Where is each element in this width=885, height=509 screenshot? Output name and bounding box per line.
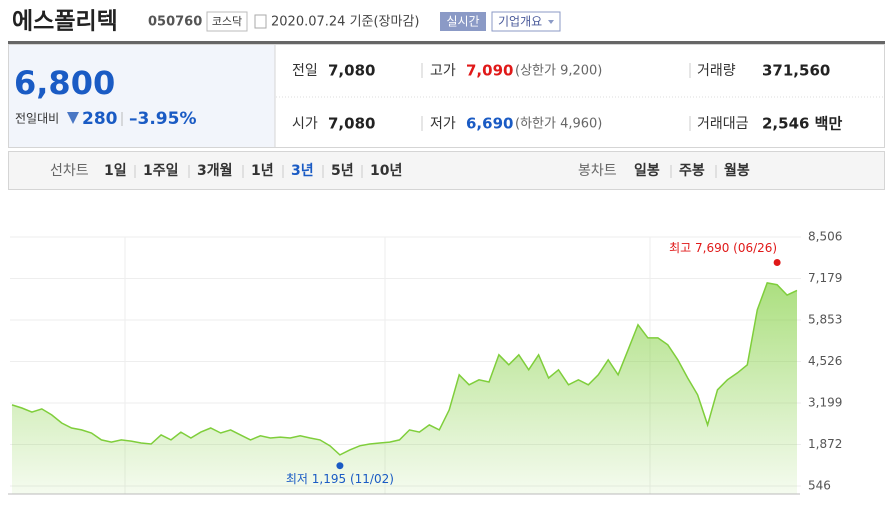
quote-label: 전일 — [292, 63, 318, 79]
tab-group-label: 봉차트 — [578, 163, 617, 179]
down-icon — [67, 112, 79, 124]
quote-label: 고가 — [430, 63, 456, 79]
y-tick-label: 1,872 — [808, 437, 842, 451]
date-icon — [254, 14, 267, 29]
quote-note: (상한가 9,200) — [515, 64, 602, 79]
period-tab[interactable]: 3개월 — [197, 162, 233, 179]
low-point — [336, 462, 344, 470]
stock-code: 050760 — [148, 15, 202, 30]
area — [12, 282, 797, 494]
candle-tab[interactable]: 월봉 — [724, 162, 750, 179]
change-rate: –3.95% — [129, 109, 196, 129]
quote-value: 371,560 — [762, 62, 830, 80]
price-panel — [9, 45, 275, 147]
dropdown-icon — [548, 20, 554, 24]
y-tick-label: 3,199 — [808, 396, 842, 410]
y-tick-label: 546 — [808, 479, 831, 493]
quote-label: 저가 — [430, 116, 456, 132]
period-tab[interactable]: 1년 — [251, 163, 274, 179]
quote-label: 거래량 — [697, 63, 736, 79]
realtime-button[interactable] — [440, 12, 486, 31]
market: 코스닥 — [212, 15, 242, 28]
quote-value: 6,690 — [466, 115, 513, 133]
candle-tab[interactable]: 일봉 — [634, 163, 660, 179]
company-button[interactable] — [491, 11, 561, 32]
tab-group-label: 선차트 — [50, 163, 89, 179]
low-label: 최저 1,195 (11/02) — [286, 472, 394, 486]
period-tab[interactable]: 1주일 — [143, 163, 179, 179]
period-tab[interactable]: 10년 — [370, 163, 402, 179]
period-tab[interactable]: 5년 — [331, 163, 354, 179]
divider — [8, 41, 885, 44]
chart: 546 1,872 3,199 4,526 5,853 7,179 8,506 최고 7,69… — [8, 230, 842, 495]
change: 280 — [82, 109, 118, 129]
quote-value: 7,090 — [466, 62, 513, 80]
high-point — [773, 259, 781, 267]
y-tick-label: 5,853 — [808, 312, 842, 326]
y-tick-label: 8,506 — [808, 230, 842, 244]
candle-tab[interactable]: 주봉 — [679, 163, 705, 179]
date: 2020.07.24 기준(장마감) — [271, 15, 420, 30]
high-label: 최고 7,690 (06/26) — [669, 241, 777, 255]
period-tab[interactable]: 1일 — [104, 163, 127, 179]
quote-value: 7,080 — [328, 115, 375, 133]
y-tick-label: 7,179 — [808, 271, 842, 285]
company[interactable]: 기업개요 — [498, 15, 542, 29]
quote-value: 2,546 백만 — [762, 115, 842, 133]
quote-label: 시가 — [292, 116, 318, 132]
stock-name: 에스폴리텍 — [12, 9, 118, 35]
realtime[interactable]: 실시간 — [446, 15, 479, 29]
price: 6,800 — [14, 64, 115, 102]
y-tick-label: 4,526 — [808, 354, 842, 368]
tabs: 1일 1주일 3개월 1년 3년 5년 10년 일봉 주봉 월봉 — [104, 162, 750, 179]
market-badge — [206, 11, 248, 32]
quote-label: 거래대금 — [697, 116, 749, 132]
quote-value: 7,080 — [328, 62, 375, 80]
tab-bar — [8, 151, 885, 190]
change-label: 전일대비 — [15, 112, 59, 126]
period-tab[interactable]: 3년 — [291, 163, 314, 179]
quote-note: (하한가 4,960) — [515, 117, 602, 132]
line — [11, 282, 798, 456]
